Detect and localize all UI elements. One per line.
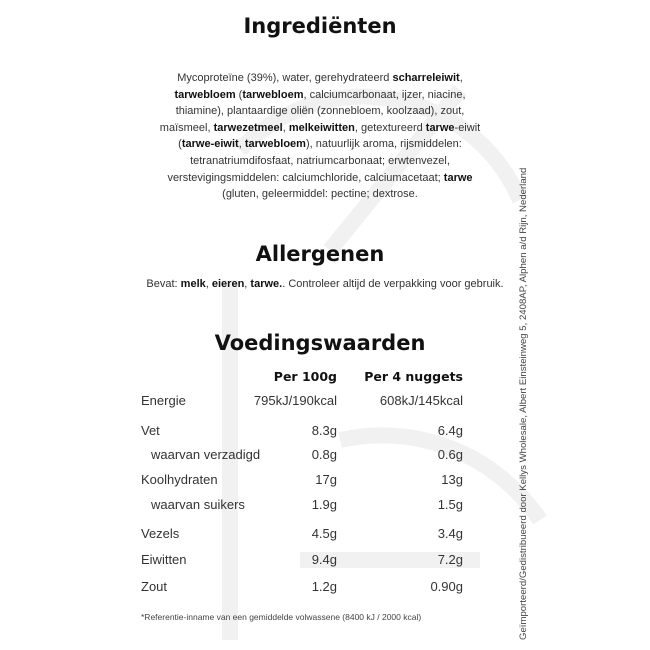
nutrient-label: Eiwitten xyxy=(141,552,187,567)
footnote: *Referentie-inname van een gemiddelde vo… xyxy=(141,612,422,622)
bold-allergen-term: tarwebloem xyxy=(242,88,304,101)
bold-allergen-term: tarwebloem xyxy=(244,138,306,151)
text-segment: -eiwit ( xyxy=(178,121,481,151)
allergens-text: Bevat: melk, eieren, tarwe.. Controleer … xyxy=(140,276,510,293)
text-segment: , xyxy=(244,278,251,290)
nutrient-label: Vet xyxy=(141,423,160,438)
value-per-4-nuggets: 0.90g xyxy=(430,579,463,594)
nutrition-row: waarvan verzadigd 0.8g 0.6g xyxy=(141,447,463,467)
importer-note: Geïmporteerd/Gedistribueerd door Kellys … xyxy=(518,167,529,640)
value-per-100g: 8.3g xyxy=(311,423,337,438)
bold-allergen-term: tarwe. xyxy=(250,278,283,290)
bold-allergen-term: tarwe xyxy=(443,171,473,184)
bold-allergen-term: tarwe xyxy=(425,121,455,134)
text-segment: , xyxy=(459,72,463,84)
nutrient-label: waarvan suikers xyxy=(151,497,245,512)
bold-allergen-term: tarwe-eiwit xyxy=(181,138,239,151)
ingredients-text: Mycoproteïne (39%), water, gerehydrateer… xyxy=(150,70,490,203)
nutrition-row: Koolhydraten 17g 13g xyxy=(141,472,463,492)
nutrient-label: waarvan verzadigd xyxy=(151,447,261,462)
nutrient-label: Vezels xyxy=(141,526,180,541)
text-segment: , getextureerd xyxy=(354,121,426,134)
value-per-100g: 1.9g xyxy=(311,497,337,512)
value-per-4-nuggets: 608kJ/145kcal xyxy=(379,393,463,408)
text-segment: (gluten, geleermiddel: pectine; dextrose… xyxy=(222,188,418,201)
value-per-4-nuggets: 0.6g xyxy=(437,447,463,462)
nutrition-row: Vet 8.3g 6.4g xyxy=(141,423,463,443)
bold-allergen-term: melk xyxy=(180,278,206,290)
bold-allergen-term: melkeiwitten xyxy=(288,121,355,134)
value-per-4-nuggets: 1.5g xyxy=(437,497,463,512)
nutrient-label: Zout xyxy=(141,579,168,594)
value-per-100g: 4.5g xyxy=(311,526,337,541)
value-per-100g: 17g xyxy=(315,472,337,487)
value-per-4-nuggets: 3.4g xyxy=(437,526,463,541)
text-segment: , xyxy=(238,138,245,151)
allergens-heading: Allergenen xyxy=(255,242,385,266)
text-segment: Mycoproteïne (39%), water, gerehydrateer… xyxy=(177,72,393,84)
text-segment: ), natuurlijk aroma, rijsmiddelen: tetra… xyxy=(167,138,462,184)
bold-allergen-term: tarwebloem xyxy=(174,88,236,101)
nutrition-header-row: Per 100g Per 4 nuggets xyxy=(141,369,463,389)
value-per-4-nuggets: 13g xyxy=(441,472,463,487)
text-segment: , xyxy=(205,278,212,290)
nutrient-label: Energie xyxy=(141,393,186,408)
header-per-100g: Per 100g xyxy=(273,369,337,384)
bold-allergen-term: tarwezetmeel xyxy=(213,121,283,134)
nutrition-heading: Voedingswaarden xyxy=(214,331,426,355)
nutrition-row: Vezels 4.5g 3.4g xyxy=(141,526,463,546)
nutrient-label: Koolhydraten xyxy=(141,472,218,487)
text-segment: , calciumcarbonaat, ijzer, niacine, thia… xyxy=(159,88,466,134)
value-per-4-nuggets: 6.4g xyxy=(437,423,463,438)
text-segment: , xyxy=(282,121,289,134)
nutrition-row: Energie 795kJ/190kcal 608kJ/145kcal xyxy=(141,393,463,413)
text-segment: ( xyxy=(235,88,243,101)
text-segment: . Controleer altijd de verpakking voor g… xyxy=(282,278,504,290)
nutrition-row: Zout 1.2g 0.90g xyxy=(141,579,463,599)
bold-allergen-term: scharreleiwit xyxy=(392,72,460,84)
value-per-100g: 795kJ/190kcal xyxy=(253,393,337,408)
nutrition-row: waarvan suikers 1.9g 1.5g xyxy=(141,497,463,517)
value-per-100g: 0.8g xyxy=(311,447,337,462)
nutrition-row: Eiwitten 9.4g 7.2g xyxy=(141,552,463,572)
value-per-100g: 1.2g xyxy=(311,579,337,594)
header-per-4-nuggets: Per 4 nuggets xyxy=(364,369,463,384)
bold-allergen-term: eieren xyxy=(211,278,245,290)
value-per-4-nuggets: 7.2g xyxy=(437,552,463,567)
value-per-100g: 9.4g xyxy=(311,552,337,567)
ingredients-heading: Ingrediënten xyxy=(243,14,397,38)
text-segment: Bevat: xyxy=(146,278,181,290)
